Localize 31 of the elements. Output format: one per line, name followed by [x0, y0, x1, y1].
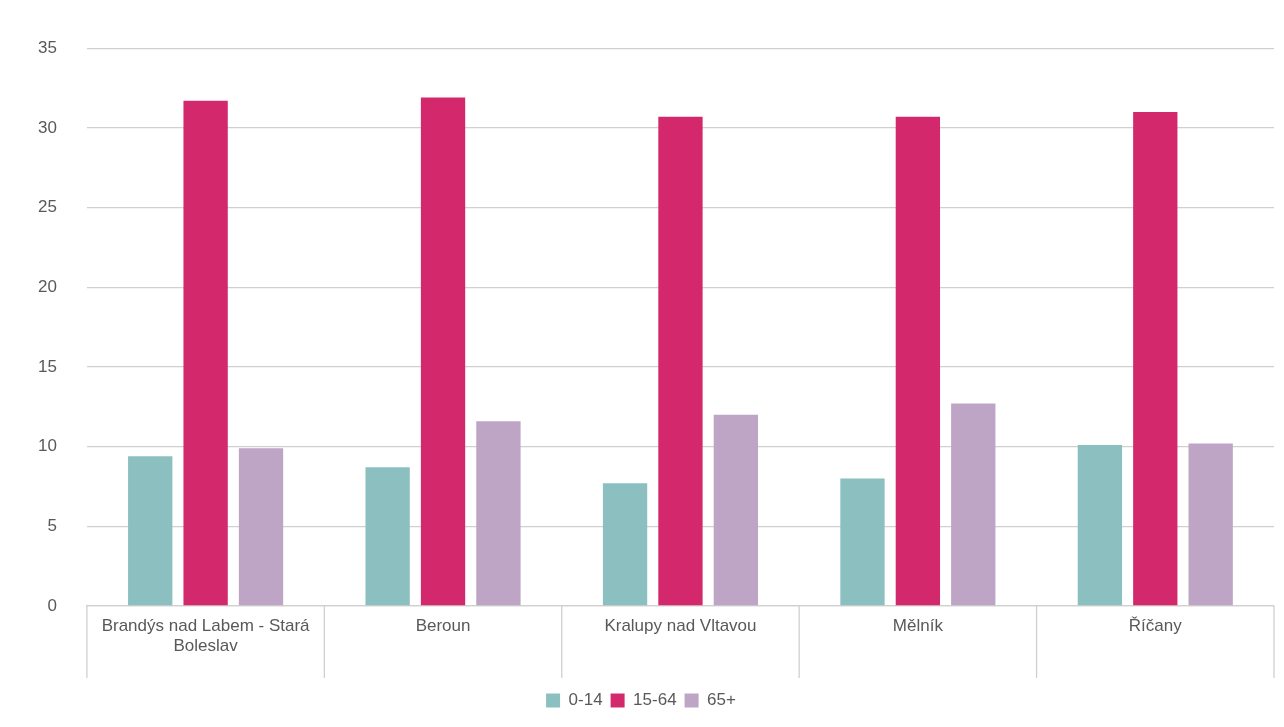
y-tick-label: 20 — [37, 276, 57, 296]
x-tick-label: Beroun — [415, 615, 471, 635]
y-tick-label: 0 — [47, 595, 57, 615]
bar — [365, 467, 410, 606]
x-tick-label: Mělník — [892, 615, 944, 635]
bar — [183, 100, 228, 606]
bar — [658, 116, 703, 606]
legend-label: 65+ — [707, 690, 736, 710]
x-tick-label: Brandýs nad Labem - Stará Boleslav — [101, 615, 311, 656]
bar — [840, 478, 885, 606]
bar — [713, 414, 759, 606]
legend-label: 15-64 — [633, 690, 677, 710]
y-tick-label: 15 — [37, 356, 57, 376]
bar — [128, 456, 173, 606]
bar — [238, 448, 284, 606]
x-tick-label: Kralupy nad Vltavou — [604, 615, 757, 635]
bar — [1188, 443, 1233, 606]
y-tick-label: 35 — [37, 37, 57, 57]
bar — [951, 403, 996, 606]
y-tick-label: 30 — [37, 117, 57, 137]
y-tick-label: 10 — [37, 436, 57, 456]
bar — [1077, 445, 1123, 606]
x-tick-label: Říčany — [1128, 615, 1183, 635]
y-tick-label: 5 — [47, 516, 57, 535]
y-tick-label: 25 — [37, 197, 57, 217]
legend-label: 0-14 — [568, 690, 603, 710]
bar — [895, 116, 941, 606]
bar — [602, 483, 648, 606]
bar — [420, 97, 466, 606]
bar — [1133, 111, 1178, 606]
bar — [476, 421, 521, 606]
